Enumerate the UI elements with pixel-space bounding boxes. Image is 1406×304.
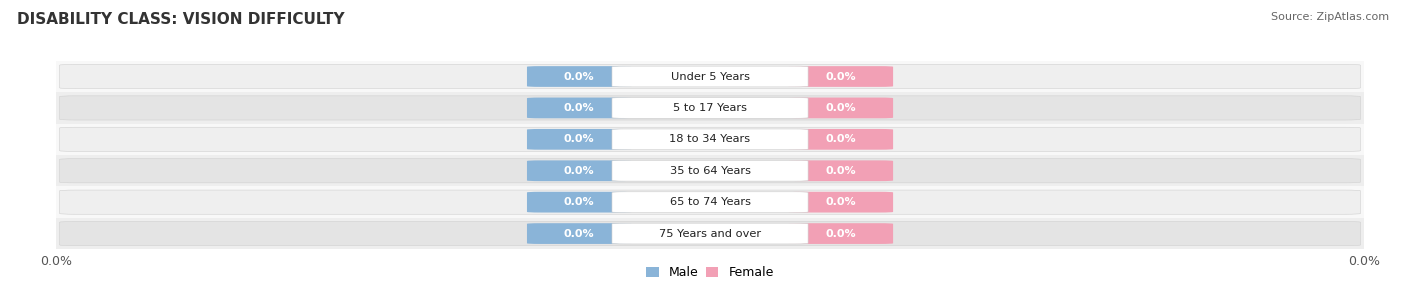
FancyBboxPatch shape (789, 66, 893, 87)
Text: 0.0%: 0.0% (825, 166, 856, 176)
Text: 0.0%: 0.0% (825, 134, 856, 144)
Bar (56, 92, 1364, 124)
Text: 65 to 74 Years: 65 to 74 Years (669, 197, 751, 207)
Text: 0.0%: 0.0% (564, 229, 595, 239)
Text: 0.0%: 0.0% (564, 71, 595, 81)
Text: Under 5 Years: Under 5 Years (671, 71, 749, 81)
FancyBboxPatch shape (789, 98, 893, 118)
FancyBboxPatch shape (59, 222, 1361, 246)
Text: 18 to 34 Years: 18 to 34 Years (669, 134, 751, 144)
FancyBboxPatch shape (612, 223, 808, 244)
FancyBboxPatch shape (612, 192, 808, 212)
Text: 5 to 17 Years: 5 to 17 Years (673, 103, 747, 113)
FancyBboxPatch shape (59, 96, 1361, 120)
FancyBboxPatch shape (612, 129, 808, 150)
Text: 0.0%: 0.0% (564, 134, 595, 144)
Text: 35 to 64 Years: 35 to 64 Years (669, 166, 751, 176)
Bar (56, 218, 1364, 249)
FancyBboxPatch shape (789, 223, 893, 244)
FancyBboxPatch shape (527, 223, 631, 244)
Text: 0.0%: 0.0% (825, 103, 856, 113)
FancyBboxPatch shape (612, 66, 808, 87)
Text: DISABILITY CLASS: VISION DIFFICULTY: DISABILITY CLASS: VISION DIFFICULTY (17, 12, 344, 27)
FancyBboxPatch shape (59, 190, 1361, 214)
Legend: Male, Female: Male, Female (641, 261, 779, 285)
Text: 0.0%: 0.0% (564, 103, 595, 113)
Text: 0.0%: 0.0% (564, 166, 595, 176)
Text: 75 Years and over: 75 Years and over (659, 229, 761, 239)
FancyBboxPatch shape (527, 192, 631, 212)
Text: 0.0%: 0.0% (825, 229, 856, 239)
Bar (56, 186, 1364, 218)
FancyBboxPatch shape (789, 129, 893, 150)
FancyBboxPatch shape (59, 127, 1361, 151)
FancyBboxPatch shape (527, 66, 631, 87)
Bar (56, 155, 1364, 186)
FancyBboxPatch shape (59, 64, 1361, 88)
FancyBboxPatch shape (527, 129, 631, 150)
FancyBboxPatch shape (527, 161, 631, 181)
Text: 0.0%: 0.0% (825, 197, 856, 207)
Text: Source: ZipAtlas.com: Source: ZipAtlas.com (1271, 12, 1389, 22)
Text: 0.0%: 0.0% (825, 71, 856, 81)
FancyBboxPatch shape (612, 161, 808, 181)
FancyBboxPatch shape (612, 98, 808, 118)
FancyBboxPatch shape (789, 161, 893, 181)
Text: 0.0%: 0.0% (564, 197, 595, 207)
FancyBboxPatch shape (59, 159, 1361, 183)
Bar (56, 61, 1364, 92)
FancyBboxPatch shape (527, 98, 631, 118)
FancyBboxPatch shape (789, 192, 893, 212)
Bar (56, 124, 1364, 155)
